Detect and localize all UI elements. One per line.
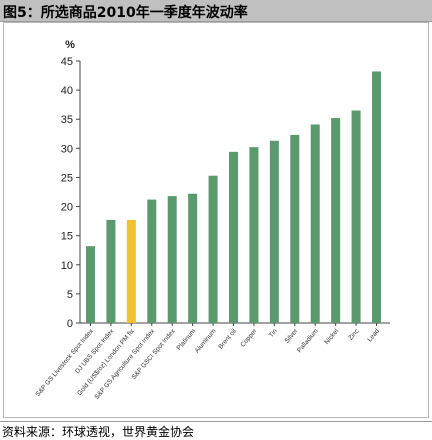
bar-9 bbox=[269, 140, 279, 323]
y-tick-label: 15 bbox=[61, 231, 73, 243]
y-unit-label: % bbox=[65, 39, 75, 51]
x-category-label: Lead bbox=[366, 327, 381, 343]
x-category-label: Silver bbox=[284, 327, 300, 345]
title-bar: 图5：所选商品2010年一季度年波动率 bbox=[0, 0, 432, 22]
bar-2 bbox=[126, 219, 136, 323]
bar-7 bbox=[229, 151, 238, 323]
x-category-label: Nickel bbox=[323, 327, 340, 345]
y-tick-label: 10 bbox=[61, 260, 73, 272]
bar-6 bbox=[208, 175, 218, 323]
y-tick-label: 40 bbox=[61, 85, 73, 97]
chart-title: 图5：所选商品2010年一季度年波动率 bbox=[3, 5, 248, 21]
x-category-label: Zinc bbox=[347, 327, 361, 341]
bar-5 bbox=[188, 193, 198, 323]
x-category-label: Aluminum bbox=[194, 328, 218, 355]
y-tick-label: 30 bbox=[61, 143, 73, 155]
bar-12 bbox=[331, 118, 341, 324]
bar-4 bbox=[167, 196, 177, 323]
x-category-label: Copper bbox=[239, 327, 259, 348]
bar-13 bbox=[351, 110, 361, 323]
bar-1 bbox=[106, 219, 116, 323]
source-note: 资料来源：环球透视，世界黄金协会 bbox=[2, 425, 195, 439]
y-tick-label: 20 bbox=[61, 202, 73, 214]
y-tick-label: 5 bbox=[67, 289, 73, 301]
bar-14 bbox=[372, 71, 381, 323]
y-tick-label: 35 bbox=[61, 114, 73, 126]
bar-10 bbox=[290, 134, 300, 323]
bar-3 bbox=[147, 199, 157, 323]
bar-11 bbox=[310, 124, 320, 323]
x-category-label: Tin bbox=[268, 327, 279, 339]
x-category-label: Brent oil bbox=[217, 327, 238, 350]
footer-divider bbox=[0, 421, 432, 422]
y-tick-label: 0 bbox=[67, 318, 73, 330]
y-tick-label: 25 bbox=[61, 172, 73, 184]
x-category-label: Palladium bbox=[296, 328, 320, 354]
bar-0 bbox=[86, 246, 95, 323]
y-tick-label: 45 bbox=[61, 56, 73, 68]
bar-8 bbox=[249, 147, 259, 323]
